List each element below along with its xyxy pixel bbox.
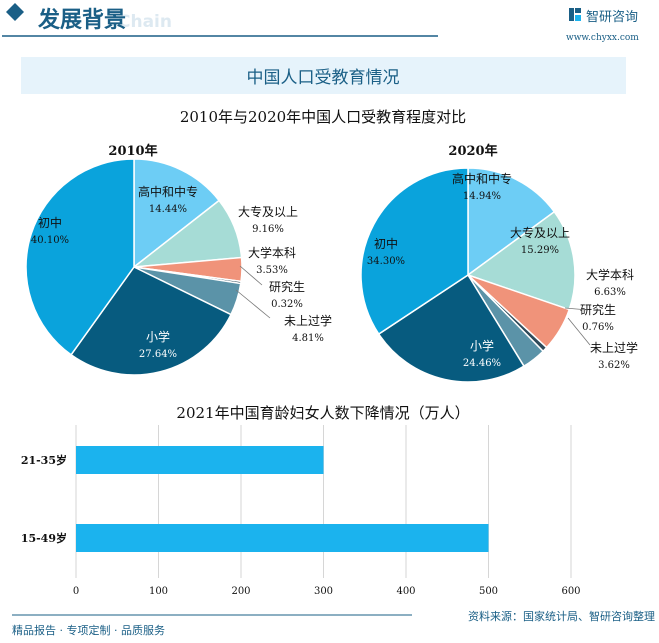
- pie-slice-value: 27.64%: [139, 349, 177, 360]
- pie-slice-value: 0.32%: [271, 299, 303, 310]
- brand-url: www.chyxx.com: [566, 33, 639, 43]
- pie-slice-label: 大学本科: [248, 245, 296, 260]
- pie-slice: [70, 266, 232, 376]
- pie-labels: 高中和中专 14.44% 大专及以上 9.16% 大学本科 3.53% 研究生 0.32% 未上…: [31, 171, 638, 371]
- pie-slice-value: 14.94%: [463, 191, 501, 202]
- pie-slice-value: 6.63%: [594, 287, 626, 298]
- pie-chart-2010: [25, 158, 243, 376]
- footer-slogan: 精品报告 · 专项定制 · 品质服务: [12, 623, 165, 637]
- pie-slice-value: 3.53%: [256, 265, 288, 276]
- diamond-icon: [6, 3, 24, 21]
- brand-name: 智研咨询: [586, 10, 638, 25]
- pie-subtitle-2010: 2010年: [108, 143, 157, 159]
- section-title: 中国人口受教育情况: [247, 68, 400, 88]
- pie-slice: [467, 167, 556, 277]
- leader-line: [239, 265, 263, 286]
- pie-subtitle-2020: 2020年: [448, 143, 497, 159]
- brand-logo-icon: [569, 8, 581, 21]
- pie-slice: [466, 210, 576, 311]
- bar: [76, 446, 324, 474]
- pie-slice: [25, 158, 135, 356]
- pie-slice-label: 小学: [470, 338, 494, 353]
- bar-chart: 0 100 200 300 400 500 600 21-35岁 15-49岁: [21, 425, 581, 597]
- pie-chart-2020: [360, 167, 576, 383]
- pie-slice-label: 未上过学: [590, 340, 638, 355]
- pie-slice: [377, 273, 525, 383]
- pie-slice-value: 0.76%: [582, 322, 614, 333]
- section-banner: [21, 57, 626, 94]
- pie-slice-value: 14.44%: [149, 204, 187, 215]
- pie-slice-label: 大学本科: [586, 267, 634, 282]
- pie-slice-value: 24.46%: [463, 358, 501, 369]
- x-tick-label: 0: [73, 586, 79, 597]
- pie-slice-label: 研究生: [269, 279, 305, 294]
- x-tick-label: 100: [149, 586, 168, 597]
- bar-chart-title: 2021年中国育龄妇女人数下降情况（万人）: [176, 404, 469, 422]
- y-category-label: 21-35岁: [21, 453, 67, 467]
- pie-slice: [360, 167, 469, 336]
- header-title: 发展背景: [37, 7, 126, 33]
- pie-slice-label: 高中和中专: [138, 184, 198, 199]
- pie-slice-label: 研究生: [580, 302, 616, 317]
- leader-line: [564, 307, 589, 311]
- x-tick-label: 300: [314, 586, 333, 597]
- pie-slice-value: 40.10%: [31, 235, 69, 246]
- bar: [76, 524, 489, 552]
- pie-slice-label: 小学: [146, 329, 170, 344]
- pie-slice-label: 未上过学: [284, 313, 332, 328]
- x-tick-label: 600: [561, 586, 580, 597]
- leader-line: [567, 317, 591, 346]
- pie-slice-label: 初中: [38, 215, 62, 230]
- x-tick-label: 400: [396, 586, 415, 597]
- pie-slice: [133, 158, 221, 269]
- pie-slice-label: 初中: [374, 236, 398, 251]
- pie-slice-value: 34.30%: [367, 256, 405, 267]
- leader-line: [235, 289, 271, 319]
- pie-slice-value: 9.16%: [252, 224, 284, 235]
- pie-slice-label: 大专及以上: [238, 204, 298, 219]
- pie-slice-label: 大专及以上: [510, 225, 570, 240]
- pie-slice-label: 高中和中专: [452, 171, 512, 186]
- data-source: 资料来源：国家统计局、智研咨询整理: [468, 609, 655, 623]
- x-tick-label: 200: [231, 586, 250, 597]
- header-ghost-text: Chain: [118, 12, 172, 32]
- pie-slice-value: 3.62%: [598, 360, 630, 371]
- pie-chart-title: 2010年与2020年中国人口受教育程度对比: [180, 108, 466, 126]
- x-tick-label: 500: [479, 586, 498, 597]
- pie-slice-value: 4.81%: [292, 333, 324, 344]
- y-category-label: 15-49岁: [21, 531, 67, 545]
- pie-slice-value: 15.29%: [521, 245, 559, 256]
